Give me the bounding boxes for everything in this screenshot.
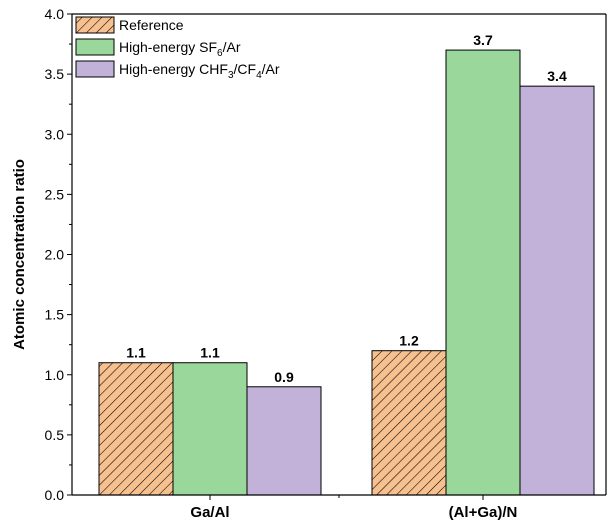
legend-label-2-part-1: High-energy SF <box>119 39 217 55</box>
y-tick-label-3: 1.5 <box>45 307 65 323</box>
legend-label-3-part-3: /CF <box>234 61 257 77</box>
data-label-3-1: 0.9 <box>274 369 294 385</box>
legend-label-1: Reference <box>119 17 184 33</box>
y-tick-label-0: 0.0 <box>45 487 65 503</box>
x-tick-label-2: (Al+Ga)/N <box>449 504 518 521</box>
data-label-2-2: 3.7 <box>473 32 493 48</box>
y-tick-label-7: 3.5 <box>45 66 65 82</box>
data-label-3-2: 3.4 <box>547 68 567 84</box>
bar-3-1 <box>246 386 322 496</box>
legend-label-3: High-energy CHF3/CF4/Ar <box>119 61 280 81</box>
data-label-2-1: 1.1 <box>200 345 220 361</box>
bar-1-1 <box>98 362 174 496</box>
y-axis-label: Atomic concentration ratio <box>11 159 28 350</box>
legend-swatch-1 <box>75 16 115 34</box>
y-tick-label-4: 2.0 <box>45 247 65 263</box>
data-label-1-1: 1.1 <box>126 345 146 361</box>
y-tick-label-8: 4.0 <box>45 6 65 22</box>
legend-label-2-part-3: /Ar <box>223 39 241 55</box>
bar-3-2 <box>519 85 595 496</box>
y-tick-label-6: 3.0 <box>45 126 65 142</box>
y-tick-label-1: 0.5 <box>45 427 65 443</box>
x-tick-label-1: Ga/Al <box>190 504 229 521</box>
legend-label-3-part-4: 4 <box>256 70 262 81</box>
legend-label-1-part-1: Reference <box>119 17 184 33</box>
y-tick-label-5: 2.5 <box>45 186 65 202</box>
bar-1-2 <box>371 350 447 496</box>
bar-2-1 <box>172 362 248 496</box>
y-tick-label-2: 1.0 <box>45 367 65 383</box>
legend-label-3-part-5: /Ar <box>262 61 280 77</box>
legend-swatch-2 <box>75 38 115 56</box>
legend-swatch-3 <box>75 60 115 78</box>
bar-2-2 <box>445 49 521 496</box>
legend-label-3-part-1: High-energy CHF <box>119 61 228 77</box>
legend-label-2: High-energy SF6/Ar <box>119 39 241 59</box>
data-label-1-2: 1.2 <box>399 333 419 349</box>
legend-label-3-part-2: 3 <box>228 70 234 81</box>
legend-label-2-part-2: 6 <box>217 48 223 59</box>
